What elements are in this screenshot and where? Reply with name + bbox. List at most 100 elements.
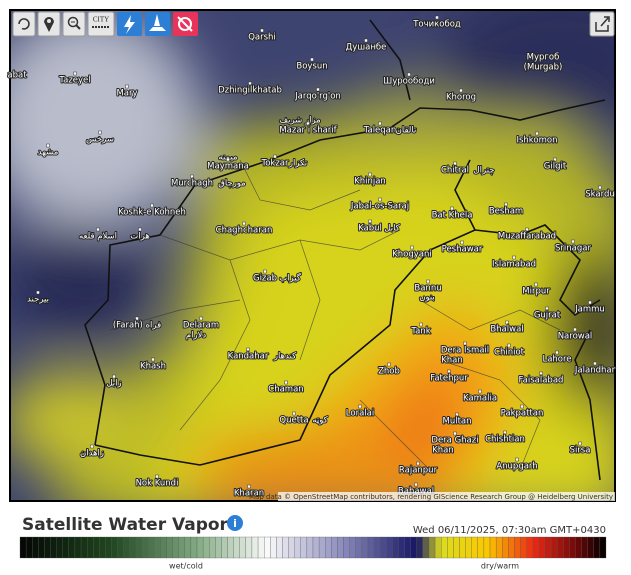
city-marker (199, 316, 203, 321)
city-label: Lahore (542, 355, 571, 365)
city-label: تالقان (396, 126, 417, 136)
city-label: چترال (473, 166, 494, 176)
city-marker (310, 57, 314, 62)
satellite-layer (10, 10, 615, 501)
city-label: Chitral (441, 166, 469, 176)
city-marker (573, 327, 577, 332)
city-marker (571, 239, 575, 244)
scale-cell (465, 536, 472, 559)
city-label: Tokzar (260, 159, 289, 169)
scale-cell (526, 536, 533, 559)
scale-cell (599, 536, 607, 559)
city-label: Ishkomon (516, 136, 557, 146)
city-marker (453, 431, 457, 436)
scale-cell (257, 536, 265, 559)
scale-cell (270, 536, 277, 559)
city-label: Islamabad (492, 260, 536, 270)
city-marker (125, 84, 129, 89)
city-marker (247, 484, 251, 489)
scale-cell (306, 536, 314, 559)
scale-cell (355, 536, 362, 559)
scale-cell (575, 536, 582, 559)
scale-cell (563, 536, 570, 559)
city-label: Narowal (558, 332, 593, 342)
scale-cell (477, 536, 485, 559)
scale-cell (300, 536, 308, 559)
city-marker (453, 161, 457, 166)
city-label: Khogyani (392, 250, 432, 260)
city-label: Koshk-e Kohneh (118, 208, 186, 218)
scale-cell (532, 536, 540, 559)
refresh-button[interactable] (12, 11, 36, 37)
scale-cell (99, 536, 106, 559)
scale-cell (44, 536, 51, 559)
city-label: Bannu (414, 284, 441, 294)
scale-cell (239, 536, 247, 559)
city-label: Dera Ismail (441, 346, 489, 356)
city-label: دلارام (186, 331, 207, 341)
city-label: هرات (130, 232, 150, 242)
scale-right-label: dry/warm (481, 562, 519, 571)
city-marker (478, 389, 482, 394)
scale-cell (160, 536, 167, 559)
scale-cell (331, 536, 338, 559)
scale-cell (587, 536, 594, 559)
city-label: Kamalia (463, 394, 497, 404)
city-label: Kandahar (228, 352, 269, 362)
city-label: Bat Khela (432, 211, 473, 221)
scale-cell (483, 536, 491, 559)
city-marker (426, 279, 430, 284)
city-marker (135, 316, 139, 321)
city-marker (419, 322, 423, 327)
city-marker (539, 371, 543, 376)
city-label: مزار شریف (279, 116, 320, 126)
city-label: Душанбе (346, 43, 387, 53)
scale-cell (410, 536, 417, 559)
city-marker (242, 221, 246, 226)
city-label: Boysun (296, 62, 327, 72)
scale-cell (184, 536, 192, 559)
city-label: Chaghcharan (216, 226, 273, 236)
city-marker (459, 88, 463, 93)
city-button-label: CITY (93, 16, 109, 24)
city-label: Quetta (279, 416, 308, 426)
city-marker (555, 350, 559, 355)
info-button[interactable] (227, 515, 243, 531)
scale-cell (318, 536, 326, 559)
scale-cell (105, 536, 112, 559)
zoom-out-button[interactable] (62, 11, 86, 37)
scale-cell (215, 536, 222, 559)
city-label: Rajanpur (399, 466, 438, 476)
scale-cell (379, 536, 387, 559)
city-marker (450, 206, 454, 211)
city-marker (150, 203, 154, 208)
scale-cell (361, 536, 369, 559)
city-label: اسلام قلعه (79, 232, 117, 242)
city-marker (447, 369, 451, 374)
scale-cell (569, 536, 576, 559)
scale-cell (349, 536, 356, 559)
scale-cell (520, 536, 527, 559)
city-label: Multan (442, 417, 471, 427)
scale-cell (38, 536, 45, 559)
city-label: مورچاق (218, 179, 246, 189)
scale-cell (178, 536, 185, 559)
scale-cell (62, 536, 69, 559)
city-label: Gujrat (534, 311, 561, 321)
city-marker (263, 269, 267, 274)
city-label: Mazar i sharif (279, 126, 337, 136)
city-label: Fatehpur (430, 374, 468, 384)
city-marker (46, 143, 50, 148)
city-label: Точикобод (412, 20, 461, 30)
color-scale (19, 536, 607, 559)
city-button[interactable] (87, 11, 115, 37)
borders (84, 19, 606, 481)
city-marker (503, 430, 507, 435)
city-marker (273, 154, 277, 159)
scale-cell (209, 536, 216, 559)
city-marker (553, 157, 557, 162)
city-label: گیزاب (279, 273, 302, 284)
scale-cell (227, 536, 234, 559)
scale-cell (56, 536, 63, 559)
city-label: سرخس (86, 135, 114, 145)
